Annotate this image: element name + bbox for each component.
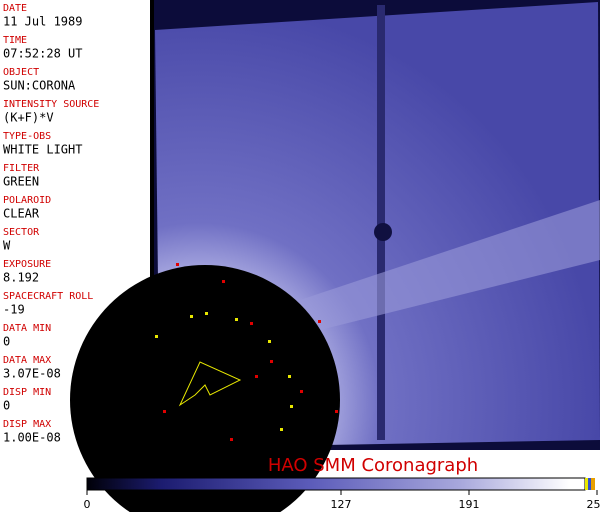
field-value: GREEN: [3, 175, 39, 189]
field-label: DISP MAX: [3, 419, 51, 430]
field-value: WHITE LIGHT: [3, 143, 82, 157]
field-label: DATE: [3, 3, 27, 14]
field-label: FILTER: [3, 163, 40, 174]
field-value: 8.192: [3, 271, 39, 285]
colorbar-tick-label: 255: [587, 498, 600, 511]
field-value: -19: [3, 303, 25, 317]
field-label: TIME: [3, 35, 27, 46]
field-value: 11 Jul 1989: [3, 15, 82, 29]
pylon-blob: [374, 223, 392, 241]
field-value: 0: [3, 399, 10, 413]
colorbar-end: [585, 478, 588, 490]
field-value: 1.00E-08: [3, 431, 61, 445]
field-value: SUN:CORONA: [3, 79, 76, 93]
field-value: CLEAR: [3, 207, 40, 221]
colorbar-end: [591, 478, 595, 490]
field-value: (K+F)*V: [3, 111, 54, 125]
field-label: DATA MAX: [3, 355, 51, 366]
colorbar-tick-label: 127: [331, 498, 352, 511]
title: HAO SMM Coronagraph: [268, 455, 478, 476]
divider: [150, 0, 154, 450]
field-value: 0: [3, 335, 10, 349]
field-value: 07:52:28 UT: [3, 47, 82, 61]
field-label: EXPOSURE: [3, 259, 51, 270]
colorbar: [87, 478, 585, 490]
pylon-stripe: [377, 5, 385, 440]
field-label: TYPE-OBS: [3, 131, 51, 142]
field-label: DATA MIN: [3, 323, 51, 334]
field-value: 3.07E-08: [3, 367, 61, 381]
field-label: OBJECT: [3, 67, 39, 78]
field-label: INTENSITY SOURCE: [3, 99, 99, 110]
colorbar-tick-label: 63: [206, 498, 220, 511]
field-label: DISP MIN: [3, 387, 51, 398]
colorbar-tick-label: 0: [84, 498, 91, 511]
field-value: W: [3, 239, 11, 253]
field-label: POLAROID: [3, 195, 51, 206]
field-label: SECTOR: [3, 227, 40, 238]
field-label: SPACECRAFT ROLL: [3, 291, 93, 302]
colorbar-tick-label: 191: [459, 498, 480, 511]
colorbar-end: [588, 478, 591, 490]
